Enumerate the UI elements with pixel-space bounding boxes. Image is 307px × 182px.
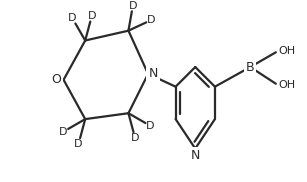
Text: D: D xyxy=(129,1,137,11)
Text: N: N xyxy=(191,149,200,162)
Text: B: B xyxy=(246,61,255,74)
Text: D: D xyxy=(59,127,67,137)
Text: OH: OH xyxy=(279,80,296,90)
Text: O: O xyxy=(51,73,61,86)
Text: D: D xyxy=(68,13,77,23)
Text: D: D xyxy=(131,133,139,143)
Text: D: D xyxy=(146,121,155,131)
Text: D: D xyxy=(87,11,96,21)
Text: D: D xyxy=(74,139,83,149)
Text: OH: OH xyxy=(279,46,296,56)
Text: N: N xyxy=(148,67,158,80)
Text: D: D xyxy=(147,15,156,25)
